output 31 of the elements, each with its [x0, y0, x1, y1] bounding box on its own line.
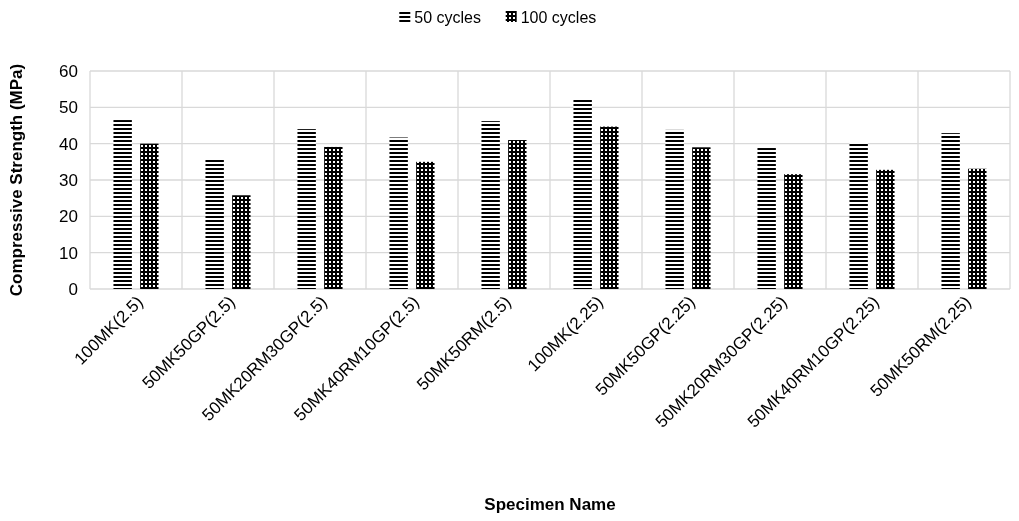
- bar: [941, 133, 960, 289]
- bar: [692, 147, 711, 289]
- bar: [665, 129, 684, 289]
- y-tick-label: 30: [59, 170, 78, 190]
- bar: [968, 168, 987, 289]
- bar: [416, 161, 435, 289]
- bar: [573, 98, 592, 289]
- legend-label: 100 cycles: [520, 8, 597, 26]
- bar: [389, 137, 408, 289]
- x-axis-title: Specimen Name: [484, 495, 616, 514]
- bar: [324, 146, 343, 289]
- bar: [140, 143, 159, 289]
- bar: [784, 174, 803, 289]
- y-axis-title: Compressive Strength (MPa): [7, 63, 26, 297]
- bar: [849, 142, 868, 289]
- y-tick-label: 40: [59, 134, 78, 154]
- bar: [757, 148, 776, 289]
- bar: [205, 158, 224, 289]
- bar: [600, 126, 619, 289]
- y-tick-label: 50: [59, 98, 78, 118]
- bar: [508, 140, 527, 289]
- bar: [876, 169, 895, 289]
- bar: [113, 120, 132, 289]
- bar: [297, 129, 316, 289]
- bar: [481, 121, 500, 289]
- bar: [232, 195, 251, 289]
- y-tick-label: 20: [59, 207, 78, 227]
- legend-label: 50 cycles: [414, 8, 481, 26]
- y-tick-label: 60: [59, 61, 78, 81]
- y-tick-label: 0: [68, 279, 78, 299]
- y-tick-label: 10: [59, 243, 78, 263]
